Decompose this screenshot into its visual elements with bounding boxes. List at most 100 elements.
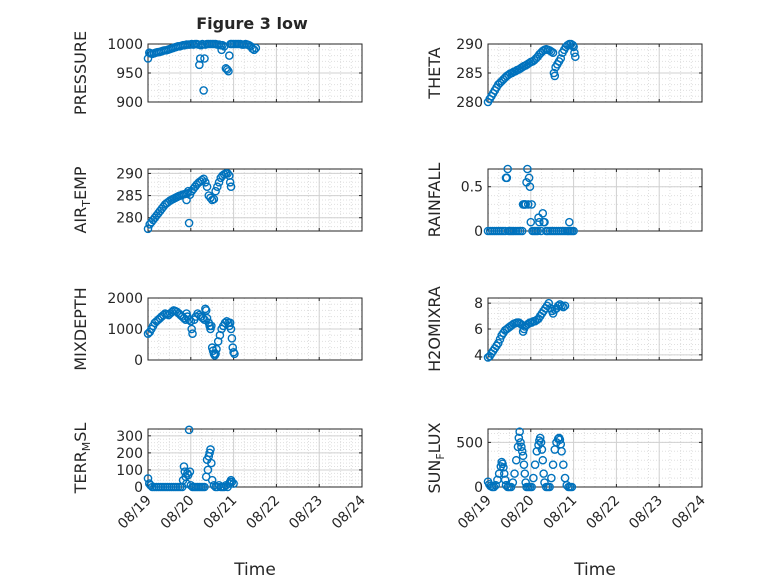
- data-point: [527, 482, 536, 492]
- data-point: [198, 313, 208, 323]
- data-point: [557, 301, 566, 311]
- data-point: [557, 447, 566, 456]
- data-point: [188, 329, 197, 338]
- data-point: [560, 301, 570, 311]
- data-point: [225, 318, 235, 328]
- subplot-1: 900 950 1000 PRESSURE: [71, 31, 363, 115]
- data-point: [535, 433, 545, 443]
- data-point: [205, 448, 214, 458]
- data-point: [533, 226, 542, 236]
- data-point: [523, 164, 532, 174]
- y-axis-label: TERRMSL: [71, 423, 93, 495]
- data-point: [212, 344, 221, 354]
- data-point: [498, 459, 507, 469]
- data-point: [200, 482, 209, 492]
- x-tick-label: 08/22: [583, 493, 623, 533]
- data-point: [499, 463, 508, 472]
- data-point: [508, 478, 518, 487]
- data-point: [249, 45, 259, 55]
- y-tick-label: 900: [116, 95, 143, 111]
- y-tick-label: 500: [456, 435, 483, 451]
- data-point: [540, 217, 549, 227]
- y-axis-label: MIXDEPTH: [71, 287, 90, 370]
- data-point: [502, 173, 512, 183]
- data-point: [223, 169, 232, 178]
- y-tick-label: 290: [116, 166, 143, 182]
- x-tick-label: 08/24: [329, 492, 369, 532]
- data-point: [514, 433, 524, 443]
- y-axis-label: AIRTEMP: [71, 166, 93, 233]
- y-axis-label: RAINFALL: [425, 163, 444, 238]
- data-point: [550, 71, 560, 81]
- y-tick-label: 6: [474, 322, 483, 338]
- x-axis-label: Time: [573, 560, 616, 580]
- data-point: [199, 86, 208, 95]
- data-point: [143, 54, 153, 63]
- x-tick-label: 08/23: [286, 493, 326, 533]
- x-tick-label: 08/24: [669, 492, 709, 532]
- y-axis-label: SUNFLUX: [425, 422, 447, 493]
- y-tick-label: 8: [474, 296, 483, 312]
- y-tick-label: 0: [134, 353, 143, 369]
- data-point: [222, 65, 232, 74]
- data-point: [537, 445, 547, 454]
- subplot-2: 280 285 290 THETA: [425, 37, 703, 111]
- subplot-8: 0 500 SUNFLUX 08/19 08/20 08/21 08/22 08/23 08/2…: [425, 422, 709, 580]
- data-point: [517, 226, 527, 236]
- axes-box: [147, 428, 363, 488]
- data-point: [224, 66, 233, 76]
- y-tick-label: 280: [456, 95, 483, 111]
- data-point: [230, 349, 239, 359]
- data-point: [550, 445, 560, 454]
- data-point: [503, 164, 512, 174]
- data-point: [538, 208, 548, 218]
- data-point: [555, 435, 565, 445]
- data-point: [226, 324, 236, 334]
- y-tick-label: 950: [116, 66, 143, 82]
- x-tick-label: 08/23: [626, 493, 666, 533]
- x-tick-label: 08/20: [498, 493, 538, 533]
- y-tick-label: 0.5: [461, 180, 483, 196]
- data-point: [518, 451, 528, 461]
- data-point: [527, 200, 536, 209]
- data-point: [544, 298, 554, 308]
- data-point: [207, 321, 216, 331]
- data-point: [207, 458, 216, 468]
- data-point: [506, 482, 516, 492]
- data-point: [195, 54, 205, 63]
- data-point: [184, 315, 194, 325]
- data-point: [513, 442, 523, 452]
- data-point: [520, 469, 530, 478]
- data-point: [556, 54, 566, 63]
- y-tick-label: 200: [116, 446, 143, 462]
- axes-box: [487, 168, 703, 232]
- data-point: [547, 473, 556, 483]
- subplot-6: 4 6 8 H2OMIXRA: [425, 286, 703, 372]
- data-point: [499, 469, 509, 478]
- y-axis-label: PRESSURE: [71, 31, 90, 115]
- subplot-3: 280 285 290 AIRTEMP: [71, 166, 363, 234]
- data-point: [571, 52, 580, 62]
- data-point: [227, 477, 237, 487]
- data-point: [227, 333, 237, 343]
- data-point: [202, 313, 212, 323]
- axes-box: [487, 428, 703, 488]
- data-point: [184, 425, 194, 435]
- data-point: [213, 182, 222, 192]
- data-point: [248, 44, 257, 53]
- data-point: [184, 218, 194, 228]
- data-point: [569, 42, 578, 52]
- data-point: [214, 177, 224, 187]
- y-axis-label: THETA: [425, 47, 444, 99]
- data-point: [534, 213, 543, 223]
- data-point: [201, 177, 210, 187]
- data-point: [225, 177, 235, 187]
- data-point: [517, 447, 527, 456]
- x-tick-label: 08/20: [158, 493, 198, 533]
- data-point: [511, 455, 521, 465]
- data-point: [229, 479, 238, 488]
- data-point: [545, 482, 554, 492]
- y-tick-label: 1000: [107, 37, 143, 53]
